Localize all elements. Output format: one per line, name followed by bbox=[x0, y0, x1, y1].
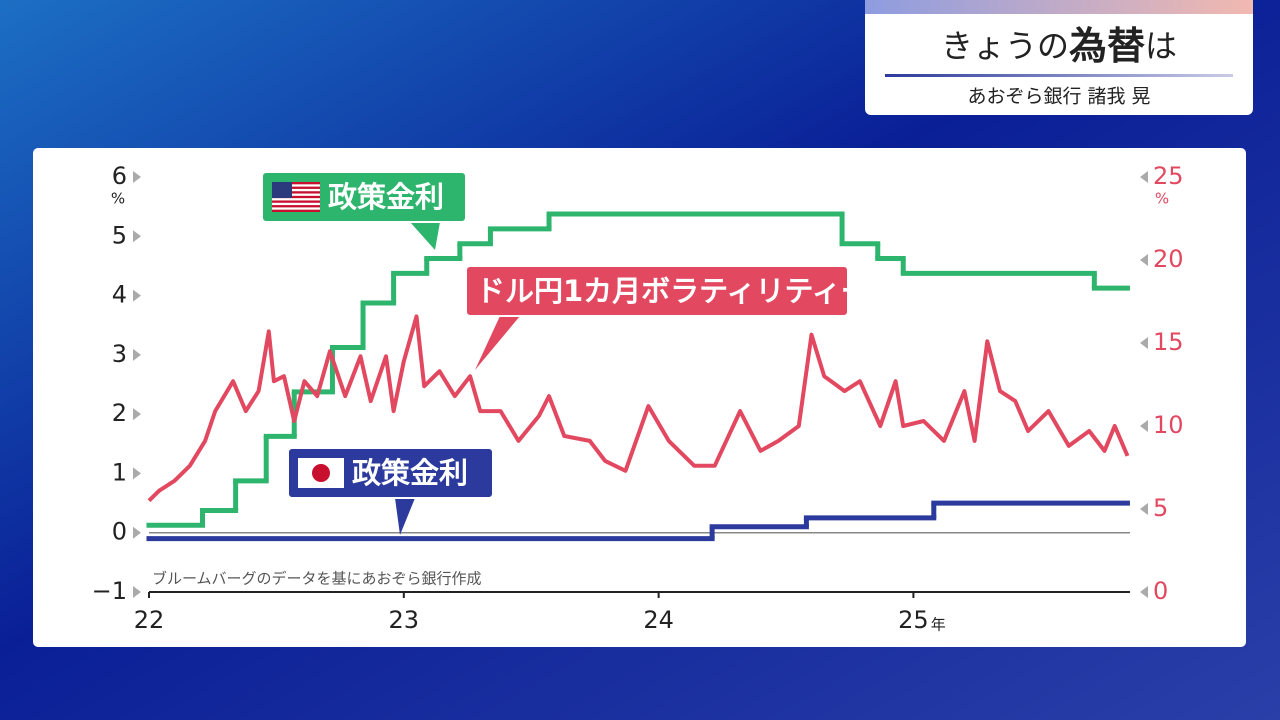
legend-label: 政策金利 bbox=[328, 180, 444, 214]
source-note: ブルームバーグのデータを基にあおぞら銀行作成 bbox=[152, 570, 482, 588]
flag-stripe bbox=[272, 200, 320, 203]
label-pointer bbox=[475, 316, 520, 370]
y2-tick-mark bbox=[1140, 337, 1148, 349]
y2-tick-label: 25 bbox=[1153, 162, 1184, 190]
flag-canton bbox=[272, 182, 292, 198]
flag-stripe bbox=[272, 186, 320, 189]
label-box bbox=[465, 265, 849, 317]
flag-stripe bbox=[272, 195, 320, 199]
y2-tick-label: 20 bbox=[1153, 245, 1184, 273]
title-part: きょうの bbox=[941, 27, 1069, 65]
flag-stripe bbox=[272, 182, 320, 185]
y-tick-mark bbox=[133, 526, 141, 539]
flag-disc bbox=[312, 464, 330, 482]
y-tick-mark bbox=[133, 230, 141, 243]
header-underline bbox=[885, 74, 1233, 77]
x-unit: 年 bbox=[931, 616, 946, 634]
series-line bbox=[147, 314, 1130, 503]
title-part: 為替 bbox=[1069, 24, 1145, 68]
y-tick-label: −1 bbox=[92, 577, 127, 605]
y-tick-mark bbox=[133, 171, 141, 183]
y-tick-mark bbox=[133, 348, 141, 361]
y-tick-label: 5 bbox=[112, 221, 127, 249]
y-tick-label: 3 bbox=[112, 340, 127, 368]
header-box bbox=[865, 0, 1253, 115]
y-unit: % bbox=[111, 190, 125, 208]
header-title: きょうの為替は bbox=[941, 24, 1177, 68]
y-tick-mark bbox=[133, 586, 141, 598]
series-label: 政策金利 bbox=[287, 447, 494, 535]
y2-unit: % bbox=[1155, 190, 1169, 208]
title-part: は bbox=[1145, 27, 1177, 65]
y-tick-label: 0 bbox=[112, 518, 127, 546]
label-pointer bbox=[395, 498, 415, 535]
legend-label: 政策金利 bbox=[352, 456, 468, 490]
series-label: ドル円1カ月ボラティリティー bbox=[465, 265, 870, 370]
header: きょうの為替は あおぞら銀行 諸我 晃 bbox=[865, 0, 1253, 115]
y-tick-label: 1 bbox=[112, 458, 127, 486]
label-pointer bbox=[410, 222, 440, 250]
y2-tick-label: 10 bbox=[1153, 411, 1184, 439]
flag-stripe bbox=[272, 209, 320, 212]
x-tick-label: 25 bbox=[898, 606, 929, 634]
y-tick-label: 4 bbox=[112, 281, 127, 309]
flag-stripe bbox=[272, 205, 320, 208]
y-tick-label: 6 bbox=[112, 162, 127, 190]
y-tick-label: 2 bbox=[112, 399, 127, 427]
x-tick-label: 23 bbox=[389, 606, 420, 634]
y-tick-mark bbox=[133, 408, 141, 421]
y-tick-mark bbox=[133, 467, 141, 480]
y2-tick-mark bbox=[1140, 586, 1148, 598]
legend-label: ドル円1カ月ボラティリティー bbox=[476, 274, 870, 308]
y2-tick-mark bbox=[1140, 420, 1148, 432]
y-tick-mark bbox=[133, 289, 141, 302]
y2-tick-label: 5 bbox=[1153, 494, 1168, 522]
flag-stripe bbox=[272, 191, 320, 194]
y2-tick-mark bbox=[1140, 254, 1148, 266]
y2-tick-mark bbox=[1140, 503, 1148, 515]
y2-tick-label: 0 bbox=[1153, 577, 1168, 605]
y2-tick-label: 15 bbox=[1153, 328, 1184, 356]
y2-tick-mark bbox=[1140, 171, 1148, 183]
x-tick-label: 24 bbox=[643, 606, 674, 634]
x-tick-label: 22 bbox=[134, 606, 165, 634]
header-stripe bbox=[865, 0, 1253, 14]
header-subtitle: あおぞら銀行 諸我 晃 bbox=[967, 86, 1150, 108]
series-label: 政策金利 bbox=[261, 171, 467, 250]
